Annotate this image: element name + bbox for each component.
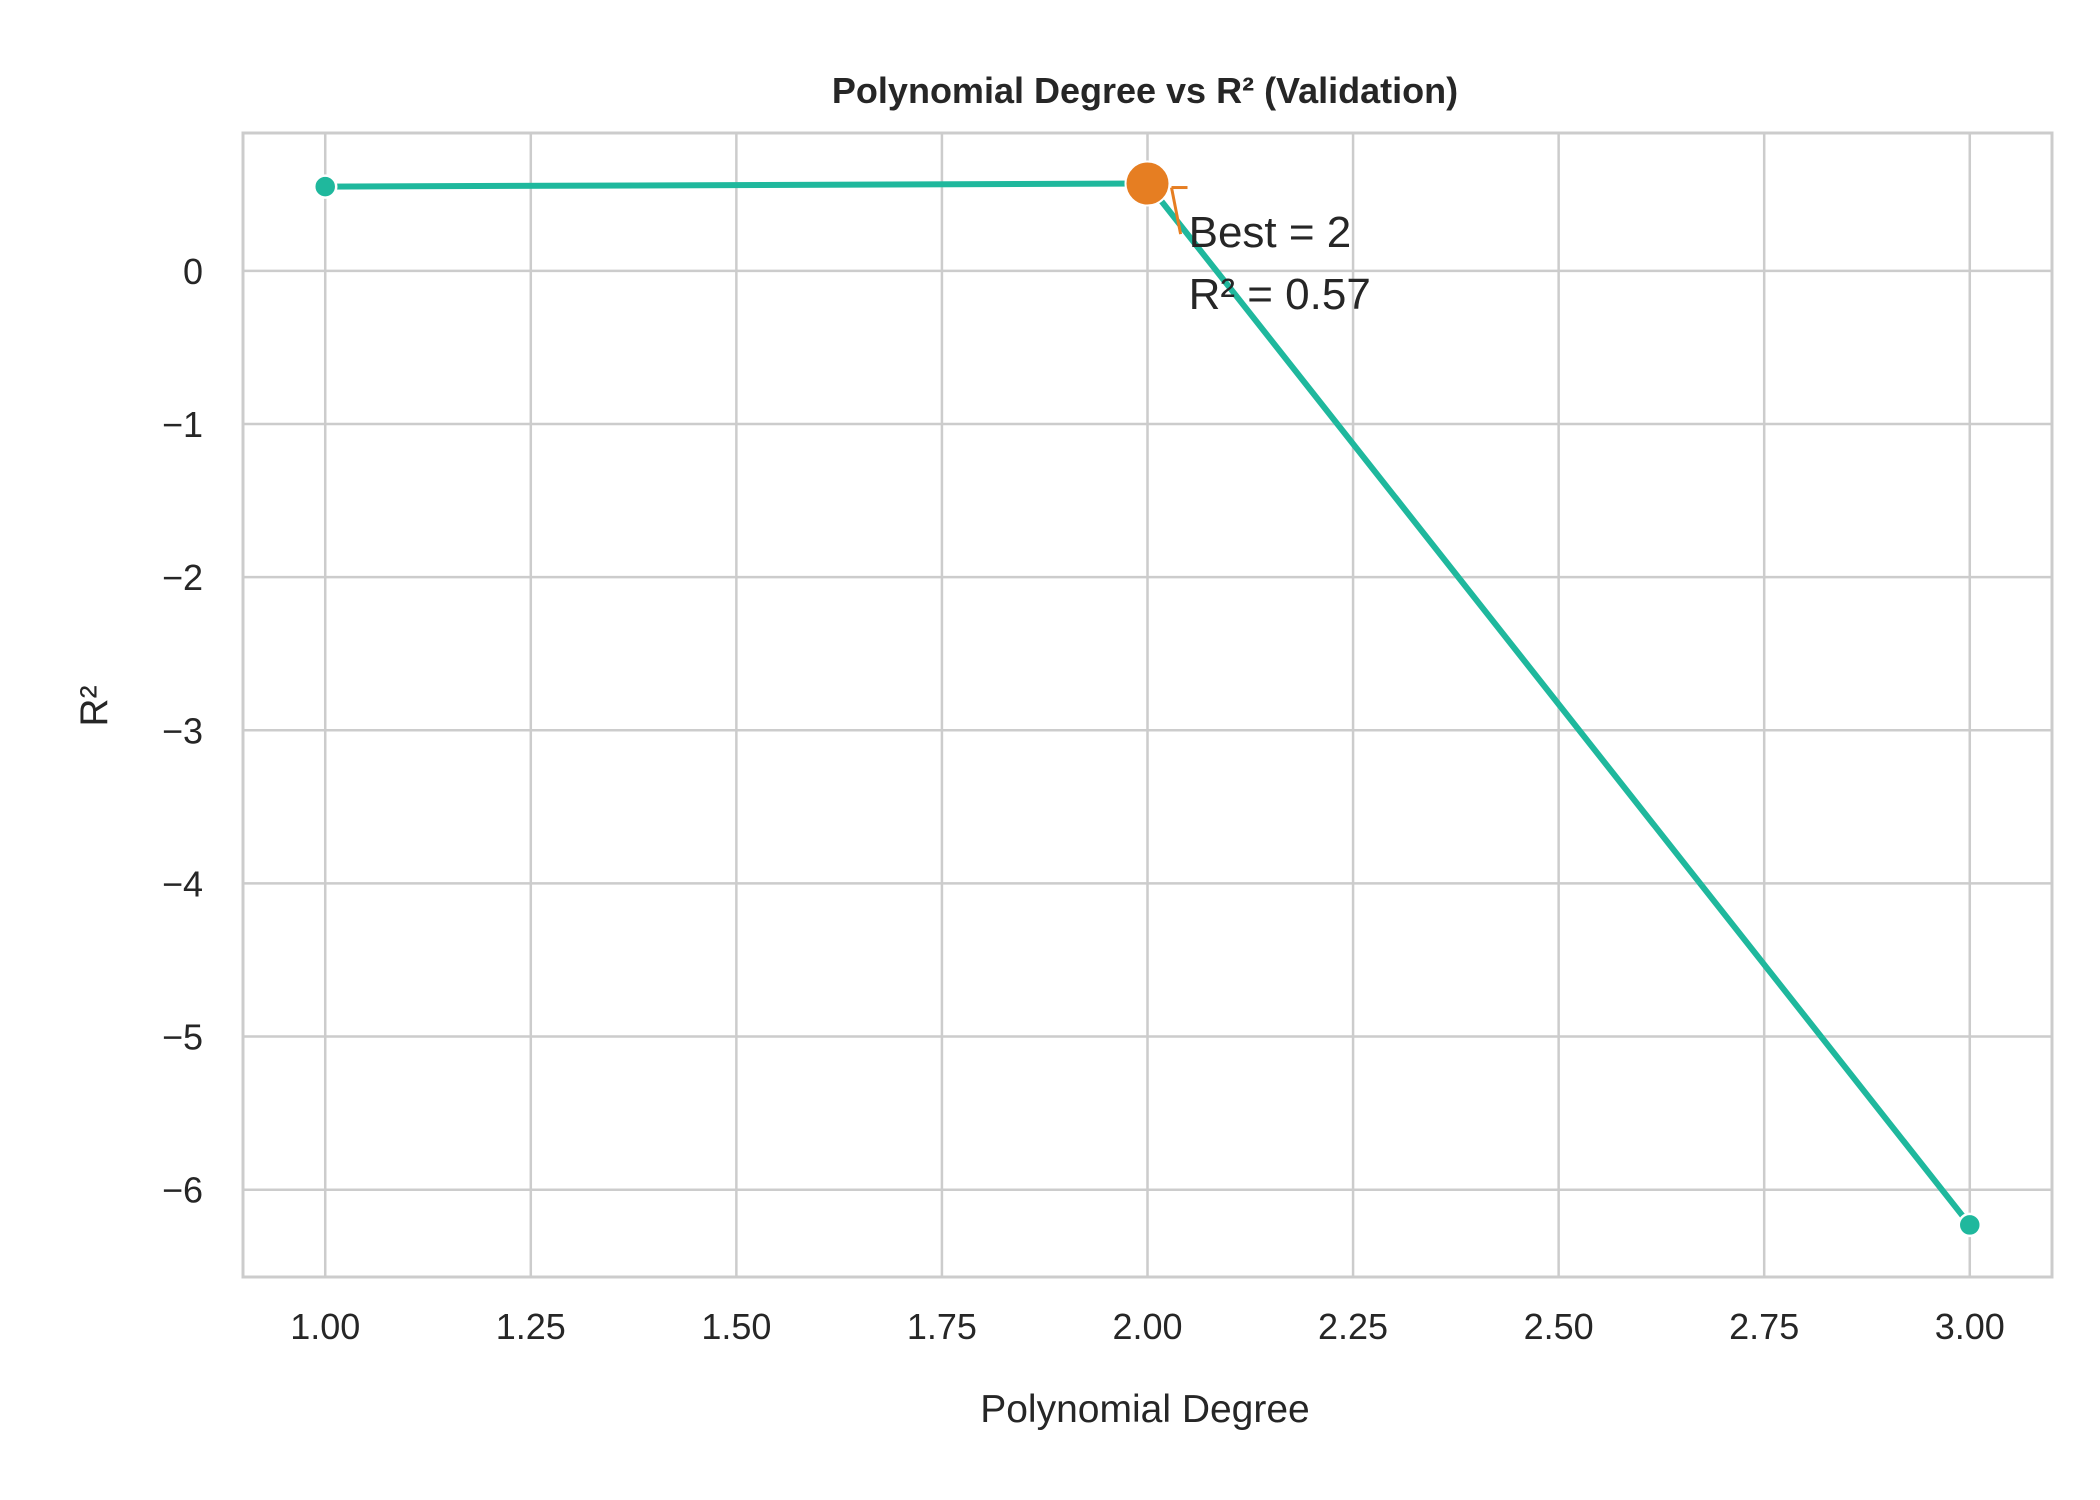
x-tick-label: 2.50: [1524, 1306, 1594, 1347]
x-tick-label: 1.75: [907, 1306, 977, 1347]
x-tick-label: 2.00: [1112, 1306, 1182, 1347]
chart-title: Polynomial Degree vs R² (Validation): [832, 70, 1458, 111]
y-tick-label: −6: [162, 1170, 203, 1211]
y-axis-label: R²: [73, 685, 116, 726]
best-point-marker: [1124, 160, 1171, 207]
y-tick-label: 0: [183, 251, 203, 292]
data-point: [1957, 1212, 1983, 1238]
x-tick-label: 1.25: [496, 1306, 566, 1347]
y-tick-label: −4: [162, 863, 203, 904]
plot-frame: [241, 131, 2054, 1279]
y-tick-label: −1: [162, 404, 203, 445]
best-annotation: Best = 2 R² = 0.57: [1170, 186, 1371, 319]
grid: [243, 133, 2052, 1277]
annotation-line: Best = 2: [1189, 208, 1352, 257]
data-point: [312, 174, 338, 199]
y-tick-label: −3: [162, 710, 203, 751]
x-tick-label: 1.00: [290, 1306, 360, 1347]
series-layer: [312, 160, 1983, 1238]
x-tick-label: 3.00: [1935, 1306, 2005, 1347]
x-tick-label: 1.50: [701, 1306, 771, 1347]
tick-labels: 1.00 1.25 1.50 1.75 2.00 2.25 2.50 2.75 3.00 0 −1 −…: [162, 251, 2005, 1347]
annotation-arrow: [1170, 187, 1183, 235]
x-tick-label: 2.25: [1318, 1306, 1388, 1347]
y-tick-label: −5: [162, 1017, 203, 1058]
annotation-line: R² = 0.57: [1189, 270, 1371, 319]
x-axis-label: Polynomial Degree: [980, 1388, 1310, 1431]
x-tick-label: 2.75: [1729, 1306, 1799, 1347]
y-tick-label: −2: [162, 557, 203, 598]
